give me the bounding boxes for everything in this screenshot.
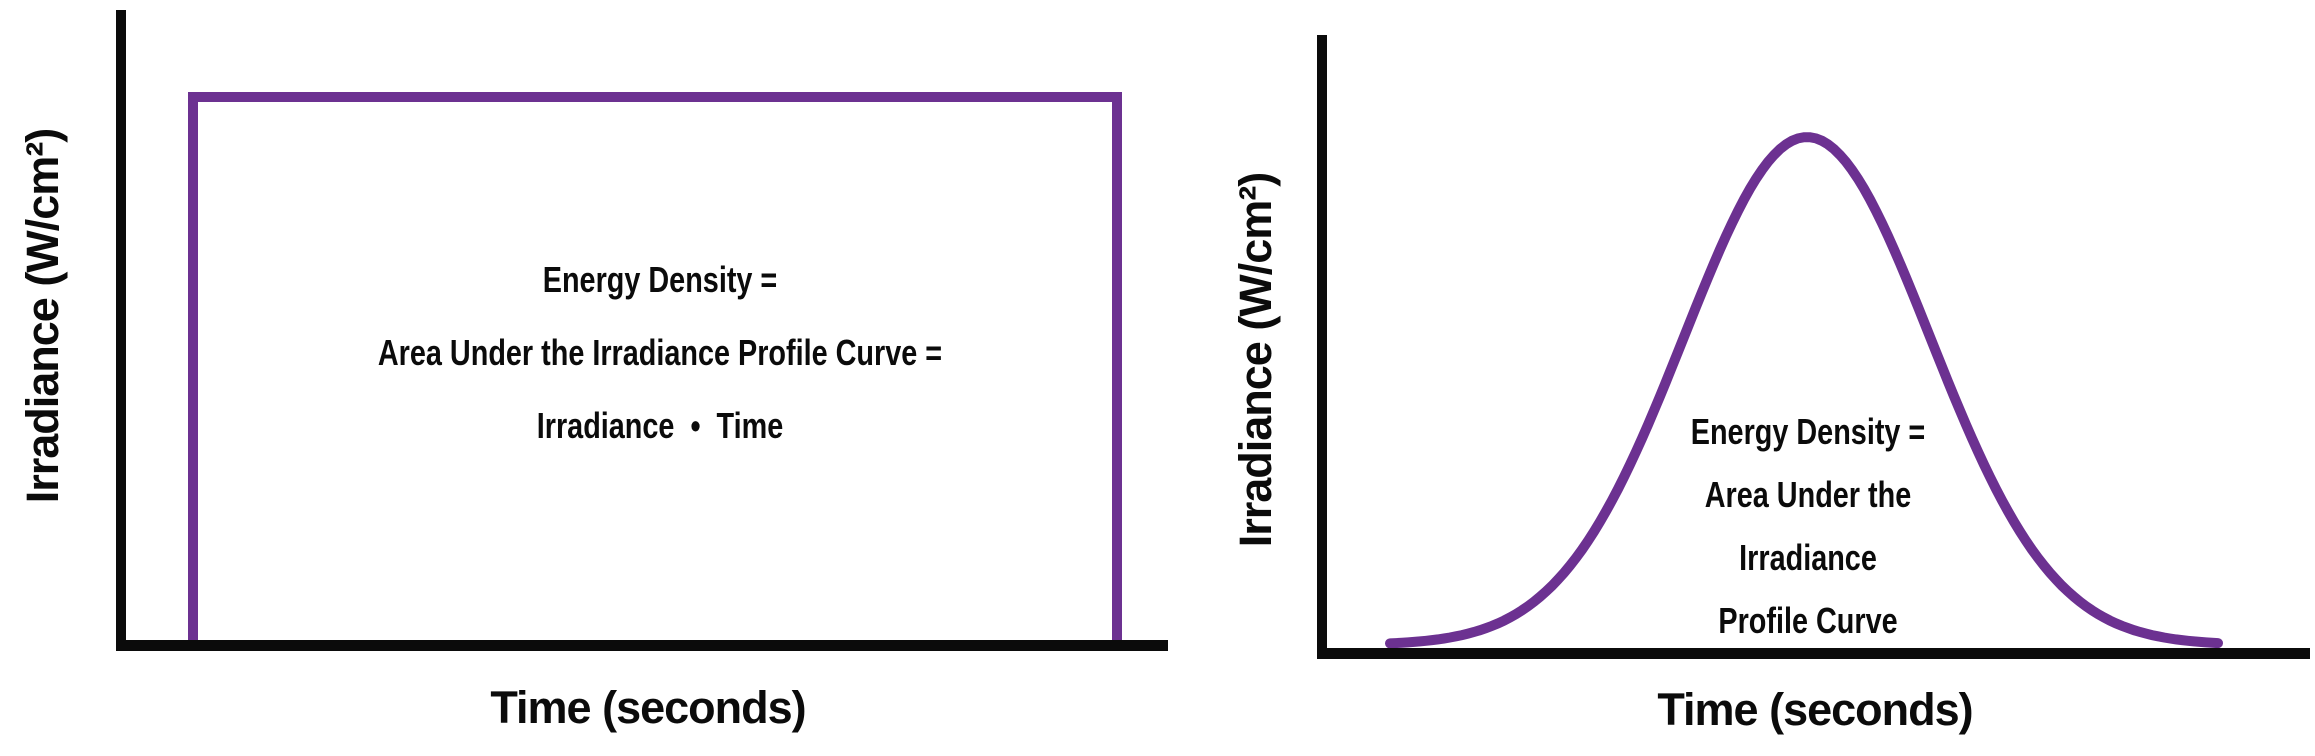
left-chart-x-axis-label: Time (seconds) xyxy=(490,682,806,733)
left-chart-annotation: Energy Density = Area Under the Irradian… xyxy=(300,243,1020,462)
right-chart-y-axis xyxy=(1317,35,1327,659)
right-chart-annotation: Energy Density = Area Under the Irradian… xyxy=(1448,400,2168,652)
rectangular-pulse-profile-curve xyxy=(188,92,1122,646)
right-chart-y-axis-label: Irradiance (W/cm²) xyxy=(1230,172,1281,548)
annotation-line: Energy Density = xyxy=(542,259,778,300)
annotation-line: Energy Density = xyxy=(1690,411,1926,452)
annotation-line: Profile Curve xyxy=(1718,600,1898,641)
right-chart-x-axis xyxy=(1317,648,2310,659)
gaussian-pulse-profile-curve xyxy=(1385,132,2223,649)
annotation-line: Irradiance • Time xyxy=(536,405,784,446)
left-chart-y-axis xyxy=(116,10,126,651)
right-chart-x-axis-label: Time (seconds) xyxy=(1657,684,1973,735)
left-chart-y-axis-label: Irradiance (W/cm²) xyxy=(17,128,68,504)
left-chart-x-axis xyxy=(116,640,1168,651)
annotation-line: Irradiance xyxy=(1739,537,1877,578)
annotation-line: Area Under the Irradiance Profile Curve … xyxy=(377,332,943,373)
annotation-line: Area Under the xyxy=(1704,474,1912,515)
